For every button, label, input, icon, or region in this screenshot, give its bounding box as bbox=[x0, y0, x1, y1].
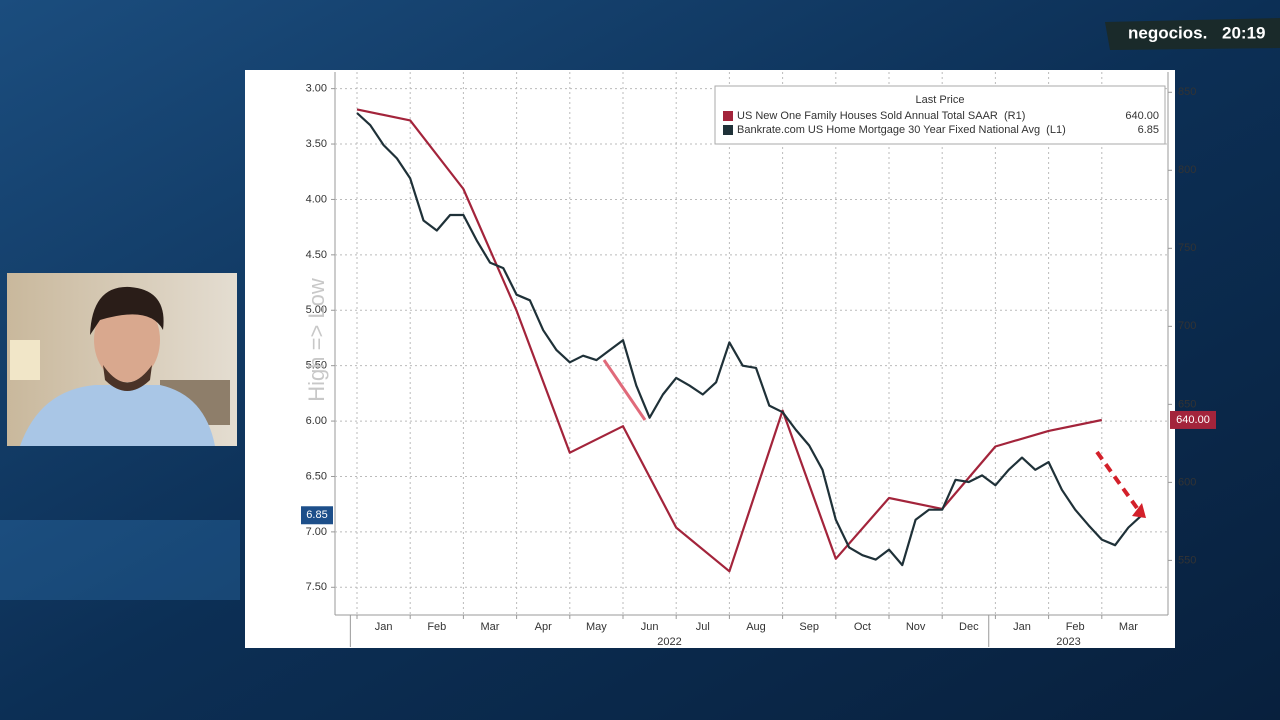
x-tick-label: Oct bbox=[854, 621, 871, 633]
glow bbox=[0, 520, 240, 600]
series-line bbox=[356, 108, 1103, 573]
hair bbox=[90, 286, 164, 335]
clock: 20:19 bbox=[1222, 23, 1265, 42]
face bbox=[94, 298, 160, 382]
y2-tick-label: 600 bbox=[1178, 476, 1196, 488]
x-tick-label: Nov bbox=[906, 621, 926, 633]
x-tick-label: Apr bbox=[535, 621, 552, 633]
y-tick-label: 6.00 bbox=[306, 415, 327, 427]
brand-box bbox=[1105, 18, 1280, 50]
y-tick-label: 6.50 bbox=[306, 470, 327, 482]
arrow-head bbox=[1132, 503, 1146, 518]
y-tick-label: 7.50 bbox=[306, 581, 327, 593]
x-tick-label: Jan bbox=[375, 621, 393, 633]
highlight-stroke bbox=[602, 359, 647, 421]
y2-tick-label: 700 bbox=[1178, 320, 1196, 332]
shirt bbox=[20, 385, 215, 446]
last-value-label: 640.00 bbox=[1176, 414, 1210, 426]
last-value-label: 6.85 bbox=[306, 509, 327, 521]
last-value-badge bbox=[301, 506, 333, 525]
legend-label: US New One Family Houses Sold Annual Tot… bbox=[737, 110, 1025, 122]
x-tick-label: Jul bbox=[696, 621, 710, 633]
brand: negocios. bbox=[1128, 23, 1207, 42]
x-tick-label: Jun bbox=[641, 621, 659, 633]
legend-label: Bankrate.com US Home Mortgage 30 Year Fi… bbox=[737, 124, 1066, 136]
lamp bbox=[10, 340, 40, 380]
y-tick-label: 5.50 bbox=[306, 360, 327, 372]
x-tick-label: Sep bbox=[799, 621, 819, 633]
y-tick-label: 3.00 bbox=[306, 83, 327, 95]
x-tick-label: May bbox=[586, 621, 607, 633]
beard bbox=[103, 365, 152, 391]
arrow-annotation bbox=[1095, 450, 1139, 510]
series-line bbox=[356, 112, 1143, 567]
y-tick-label: 5.00 bbox=[306, 304, 327, 316]
legend-swatch bbox=[723, 111, 733, 121]
plot: 3.00 3.50 4.00 4.50 5.00 5.50 6.00 6.50 7.00 7.50… bbox=[301, 72, 1216, 648]
y-tick-label: 7.00 bbox=[306, 526, 327, 538]
x-tick-label: Aug bbox=[746, 621, 766, 633]
y-tick-label: 4.50 bbox=[306, 249, 327, 261]
y2-tick-label: 800 bbox=[1178, 164, 1196, 176]
last-value-badge bbox=[1170, 410, 1216, 429]
x-tick-label: Feb bbox=[1066, 621, 1085, 633]
legend-swatch bbox=[723, 125, 733, 135]
x-group-label: 2023 bbox=[1056, 636, 1080, 648]
x-group-label: 2022 bbox=[657, 636, 681, 648]
y-annotation: High => Low bbox=[304, 278, 329, 402]
y-tick-label: 4.00 bbox=[306, 193, 327, 205]
chart-panel bbox=[245, 70, 1175, 648]
x-tick-label: Jan bbox=[1013, 621, 1031, 633]
x-tick-label: Mar bbox=[481, 621, 500, 633]
y2-tick-label: 550 bbox=[1178, 554, 1196, 566]
legend-value: 6.85 bbox=[1138, 124, 1159, 136]
y2-tick-label: 750 bbox=[1178, 242, 1196, 254]
y2-tick-label: 650 bbox=[1178, 398, 1196, 410]
x-tick-label: Mar bbox=[1119, 621, 1138, 633]
y-tick-label: 3.50 bbox=[306, 138, 327, 150]
legend-value: 640.00 bbox=[1125, 110, 1159, 122]
legend-title: Last Price bbox=[916, 94, 965, 106]
legend-box bbox=[714, 85, 1166, 145]
y2-tick-label: 850 bbox=[1178, 86, 1196, 98]
x-tick-label: Dec bbox=[959, 621, 979, 633]
x-tick-label: Feb bbox=[427, 621, 446, 633]
webcam bbox=[7, 273, 237, 446]
